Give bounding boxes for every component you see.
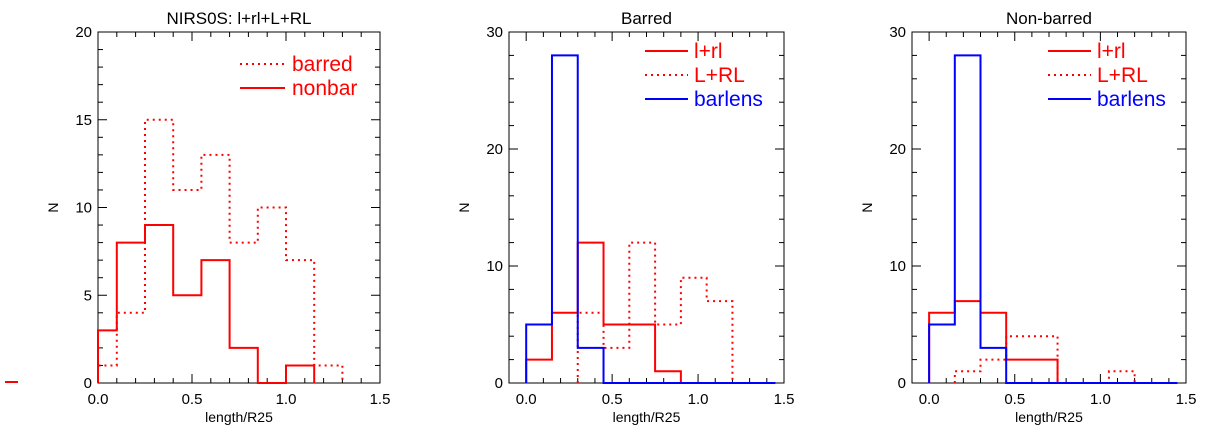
histogram-series-barred [97, 118, 344, 383]
x-axis-label: length/R25 [205, 409, 273, 425]
y-axis-label: N [859, 202, 875, 212]
x-tick-label: 1.5 [1176, 391, 1197, 408]
legend-label: barlens [1097, 88, 1166, 111]
histogram-series-nonbar [97, 224, 316, 384]
legend-label: l+rl [694, 40, 723, 63]
y-tick-label: 30 [486, 24, 503, 41]
legend-label: L+RL [1097, 64, 1148, 87]
chart-panel-2: Barred 0.0 0.5 1.0 1.5 0 10 20 30 length/R25 Nl+rl… [456, 9, 794, 425]
histogram-series-barlens [525, 54, 776, 384]
y-tick-label: 0 [84, 375, 92, 392]
histogram-series-l-rl [953, 335, 1161, 384]
x-tick-label: 0.5 [1004, 391, 1025, 408]
histogram-series-l-rl [576, 241, 734, 383]
legend-label: barred [292, 53, 353, 76]
y-tick-label: 10 [75, 200, 92, 217]
x-axis-label: length/R25 [1015, 409, 1083, 425]
x-tick-label: 1.5 [774, 391, 795, 408]
y-tick-label: 20 [486, 141, 503, 158]
chart-panel-3: Non-barred 0.0 0.5 1.0 1.5 0 10 20 30 length/R25 N… [859, 9, 1196, 425]
histogram-series-barlens [928, 54, 1178, 384]
legend-label: l+rl [1097, 40, 1126, 63]
chart-panel-1: NIRS0S: l+rl+L+RL 0.0 0.5 1.0 1.5 0 5 10 15 20 len… [45, 9, 390, 425]
x-tick-label: 1.0 [688, 391, 709, 408]
x-tick-label: 0.5 [602, 391, 623, 408]
histogram-series-l-rl [928, 300, 1059, 383]
legend-label: barlens [694, 88, 763, 111]
x-tick-label: 1.0 [1090, 391, 1111, 408]
x-tick-label: 0.0 [516, 391, 537, 408]
y-tick-label: 0 [898, 375, 906, 392]
x-tick-label: 1.5 [370, 391, 391, 408]
y-tick-label: 15 [75, 112, 92, 129]
x-tick-label: 0.0 [88, 391, 109, 408]
y-tick-label: 10 [889, 258, 906, 275]
y-axis-label: N [456, 202, 472, 212]
y-tick-label: 10 [486, 258, 503, 275]
chart-title: Barred [621, 9, 672, 28]
histogram-series-l-rl [525, 241, 682, 383]
y-axis-label: N [45, 202, 61, 212]
y-tick-label: 30 [889, 24, 906, 41]
y-tick-label: 20 [75, 24, 92, 41]
legend-label: L+RL [694, 64, 745, 87]
y-tick-label: 5 [84, 287, 92, 304]
chart-title: NIRS0S: l+rl+L+RL [166, 9, 311, 28]
x-tick-label: 1.0 [276, 391, 297, 408]
x-tick-label: 0.5 [182, 391, 203, 408]
chart-title: Non-barred [1006, 9, 1092, 28]
y-tick-label: 0 [495, 375, 503, 392]
x-axis-label: length/R25 [613, 409, 681, 425]
x-tick-label: 0.0 [919, 391, 940, 408]
y-tick-label: 20 [889, 141, 906, 158]
legend-label: nonbar [292, 77, 357, 100]
